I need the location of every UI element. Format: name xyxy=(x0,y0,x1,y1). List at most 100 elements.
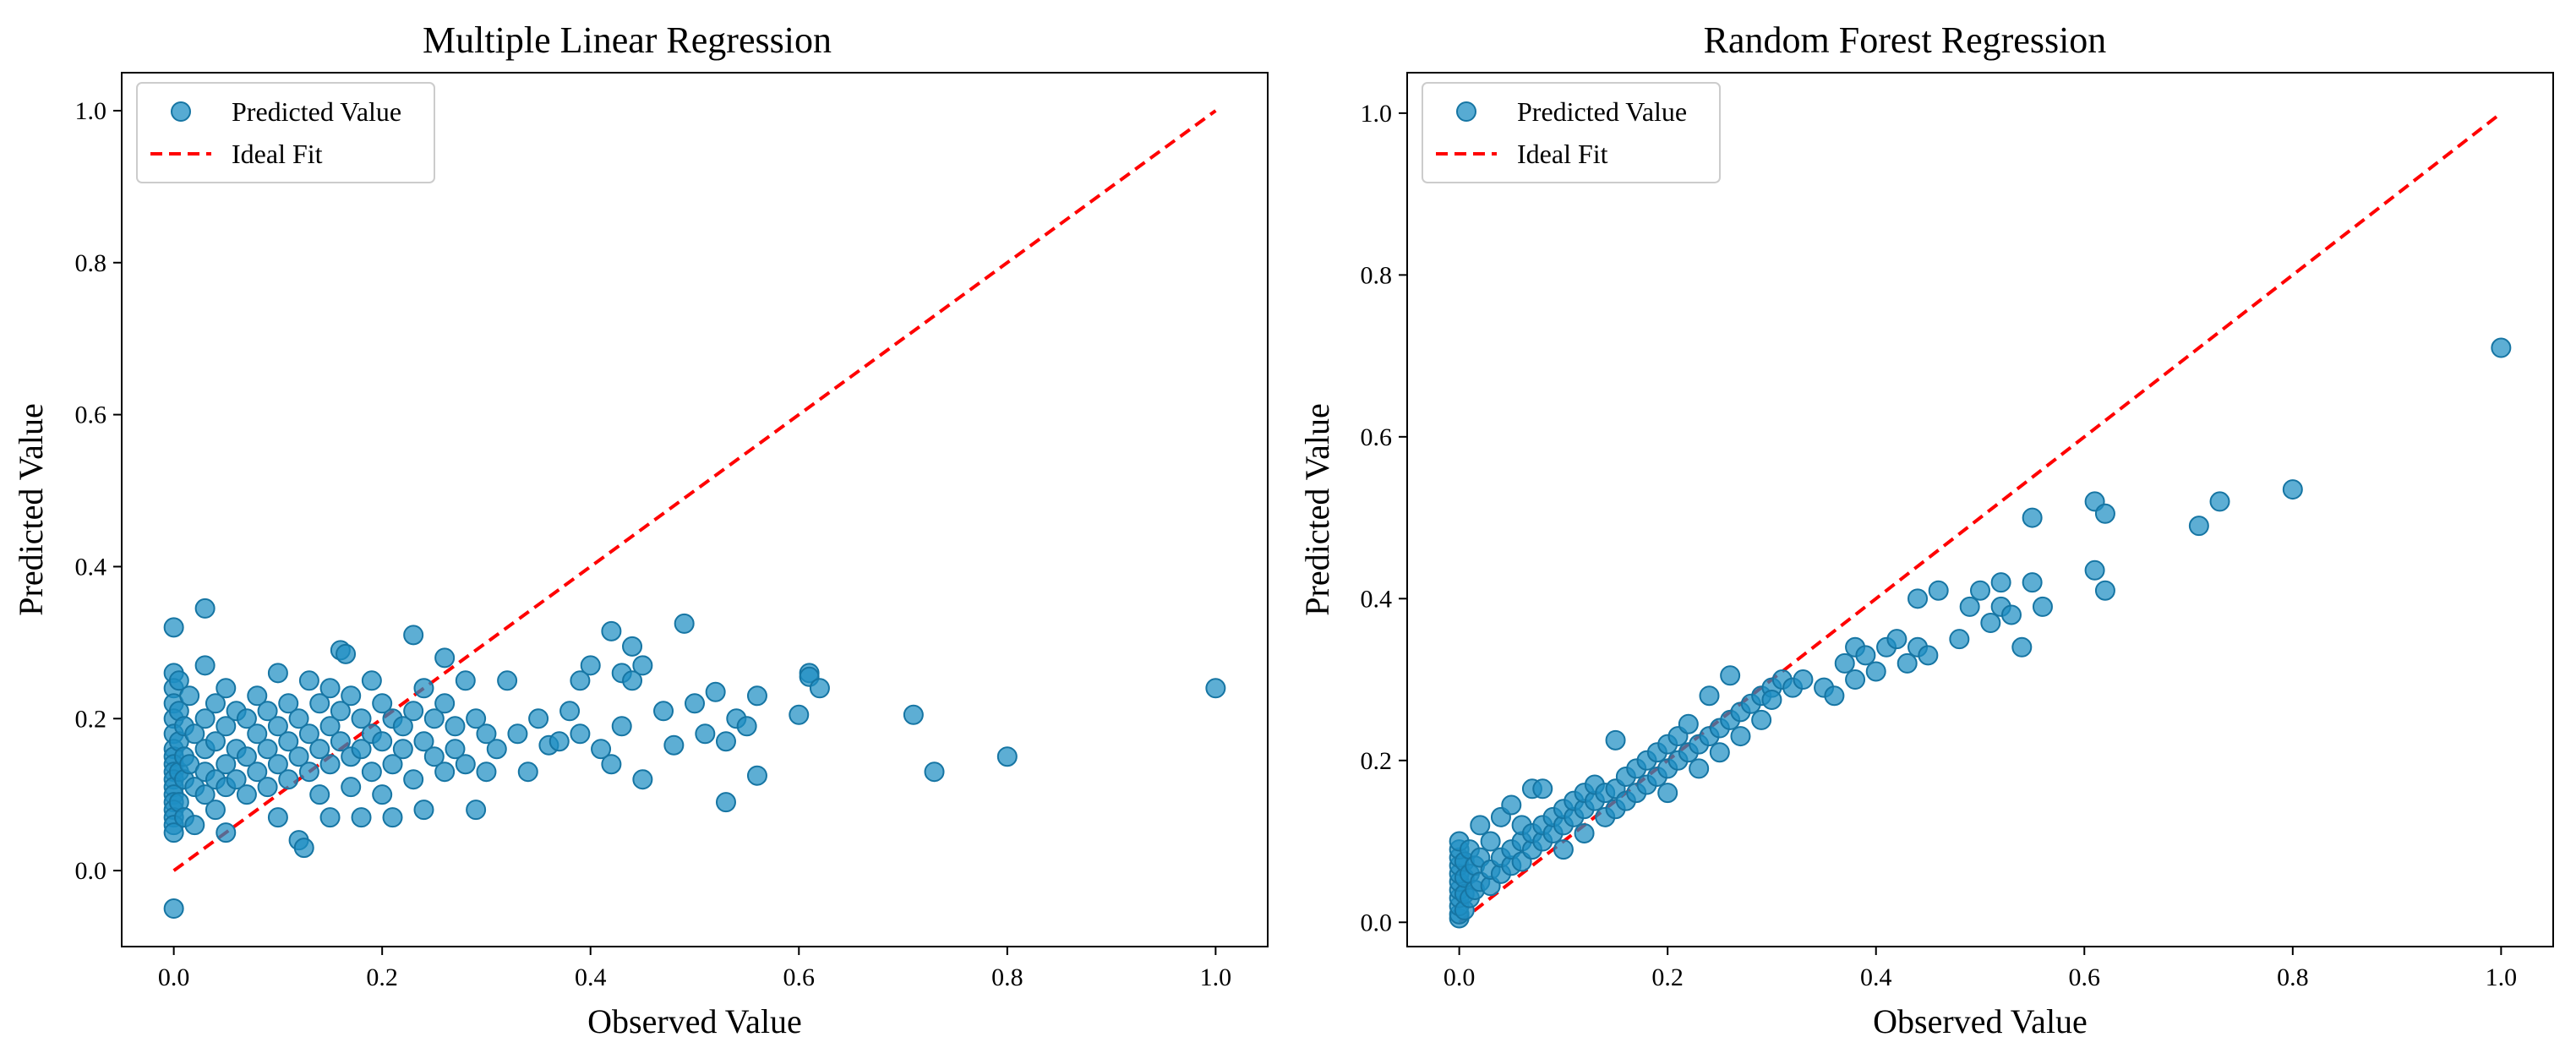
data-point xyxy=(236,784,257,805)
data-point xyxy=(622,670,643,691)
data-point xyxy=(2022,507,2043,528)
chart-panel-mlr: Multiple Linear Regression 0.0 0.2 0.4 0.6 0… xyxy=(12,19,1269,1040)
data-point xyxy=(434,647,456,669)
data-point xyxy=(382,754,403,775)
data-point xyxy=(351,708,372,729)
data-point xyxy=(1678,713,1699,734)
data-point xyxy=(591,739,612,760)
data-point xyxy=(341,685,362,707)
data-point xyxy=(2209,491,2230,512)
data-point xyxy=(1480,831,1501,852)
data-point xyxy=(267,807,288,828)
data-point xyxy=(1918,645,1939,666)
data-point xyxy=(267,754,288,775)
data-point xyxy=(247,761,268,783)
data-point xyxy=(403,769,424,790)
data-point xyxy=(293,838,314,859)
x-axis-label: Observed Value xyxy=(1873,1002,2088,1040)
x-tick-label: 0.2 xyxy=(366,963,398,991)
data-point xyxy=(486,739,507,760)
plot-frame xyxy=(1406,72,2554,947)
data-point xyxy=(392,739,413,760)
data-point xyxy=(789,704,810,725)
data-point xyxy=(372,693,393,714)
data-point xyxy=(288,746,309,767)
data-point xyxy=(319,716,341,737)
data-point xyxy=(1865,661,1886,682)
data-point xyxy=(403,701,424,722)
data-point xyxy=(1699,685,1720,707)
data-point xyxy=(1970,580,1990,601)
data-point xyxy=(216,754,237,775)
data-point xyxy=(1709,742,1730,763)
data-point xyxy=(179,685,200,707)
y-tick-label: 0.4 xyxy=(1361,585,1393,613)
data-point xyxy=(205,800,226,821)
data-point xyxy=(559,701,581,722)
data-point xyxy=(330,701,351,722)
data-point xyxy=(351,739,372,760)
data-point xyxy=(257,739,278,760)
data-point xyxy=(809,678,830,699)
data-point xyxy=(351,807,372,828)
data-point xyxy=(278,731,299,752)
data-point xyxy=(423,746,445,767)
data-point xyxy=(715,731,736,752)
data-point xyxy=(1730,726,1751,747)
ideal-fit-line xyxy=(1458,112,2502,924)
data-point xyxy=(1845,669,1866,690)
data-point xyxy=(497,670,518,691)
data-point xyxy=(236,746,257,767)
x-tick-label: 0.0 xyxy=(1444,963,1476,991)
data-point xyxy=(216,716,237,737)
data-point xyxy=(466,708,487,729)
x-tick-label: 0.4 xyxy=(1860,963,1892,991)
data-point xyxy=(570,670,591,691)
data-point xyxy=(622,636,643,657)
y-axis-label: Predicted Value xyxy=(12,403,50,615)
chart-panel-rf: Random Forest Regression 0.0 0.2 0.4 0.6 0.8… xyxy=(1298,19,2554,1040)
x-tick-label: 0.4 xyxy=(575,963,607,991)
data-point xyxy=(705,681,726,702)
data-point xyxy=(184,815,205,836)
data-point xyxy=(903,704,924,725)
data-point xyxy=(163,617,184,638)
data-point xyxy=(267,716,288,737)
legend-label-predicted: Predicted Value xyxy=(232,96,401,127)
data-point xyxy=(319,807,341,828)
data-point xyxy=(163,898,184,920)
data-point xyxy=(341,777,362,798)
y-tick-label: 0.0 xyxy=(1361,909,1393,936)
data-point xyxy=(1574,822,1595,843)
data-point xyxy=(257,777,278,798)
data-point xyxy=(2188,516,2209,537)
x-axis-ticks: 0.0 0.2 0.4 0.6 0.8 1.0 xyxy=(1444,947,2517,991)
data-point xyxy=(298,723,319,745)
data-point xyxy=(632,655,653,676)
data-point xyxy=(298,761,319,783)
data-point xyxy=(319,678,341,699)
data-point xyxy=(413,731,434,752)
data-point xyxy=(1928,580,1949,601)
data-point xyxy=(736,716,757,737)
y-tick-label: 0.8 xyxy=(75,249,107,277)
data-point xyxy=(184,723,205,745)
data-point xyxy=(2000,604,2022,625)
chart-title: Multiple Linear Regression xyxy=(423,19,832,61)
data-point xyxy=(278,693,299,714)
data-point xyxy=(570,723,591,745)
data-point xyxy=(413,800,434,821)
data-point xyxy=(247,685,268,707)
data-point xyxy=(372,731,393,752)
data-point xyxy=(674,613,695,634)
data-point xyxy=(455,670,476,691)
data-point xyxy=(2022,572,2043,593)
data-point xyxy=(1761,689,1782,710)
legend-marker-predicted xyxy=(171,101,191,122)
x-tick-label: 0.8 xyxy=(2277,963,2309,991)
data-point xyxy=(278,769,299,790)
legend: Predicted Value Ideal Fit xyxy=(136,82,435,183)
data-point xyxy=(194,784,216,805)
data-point xyxy=(194,708,216,729)
